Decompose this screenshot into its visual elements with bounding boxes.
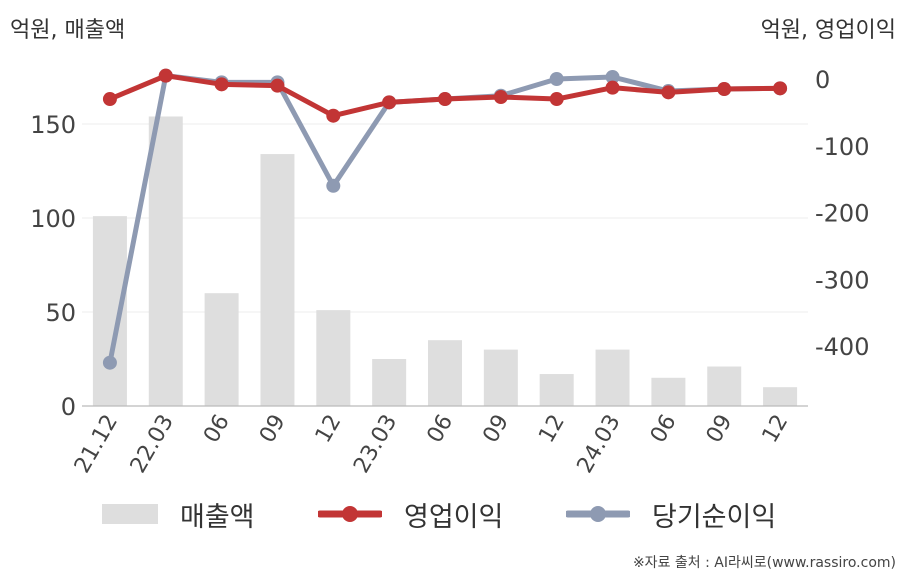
right-axis-unit: 억원, 영업이익 bbox=[760, 18, 896, 43]
x-tick-label: 12 bbox=[311, 411, 347, 448]
left-tick-label: 0 bbox=[61, 393, 76, 421]
right-tick-label: -400 bbox=[815, 333, 869, 361]
legend-swatch-operating-line bbox=[318, 506, 382, 522]
point-operating-profit bbox=[382, 95, 397, 110]
point-operating-profit bbox=[158, 68, 173, 83]
point-operating-profit bbox=[717, 82, 732, 97]
left-tick-label: 100 bbox=[30, 205, 76, 233]
left-axis-ticks: 0 50 100 150 bbox=[30, 111, 76, 421]
x-tick-label: 23.03 bbox=[349, 411, 402, 478]
point-net-income bbox=[102, 355, 117, 370]
x-tick-label: 06 bbox=[646, 411, 682, 448]
legend-item-operating-profit: 영업이익 bbox=[318, 494, 503, 534]
bar-series bbox=[92, 116, 798, 406]
legend-swatch-net-line bbox=[566, 506, 630, 522]
x-tick-label: 12 bbox=[758, 411, 794, 448]
bar-revenue bbox=[483, 349, 518, 406]
right-tick-label: -200 bbox=[815, 200, 869, 228]
bar-revenue bbox=[316, 310, 351, 406]
point-operating-profit bbox=[438, 92, 452, 107]
x-tick-label: 09 bbox=[702, 411, 738, 448]
legend-label-operating-profit: 영업이익 bbox=[404, 501, 504, 533]
x-tick-label: 22.03 bbox=[126, 411, 179, 478]
bar-revenue bbox=[148, 116, 183, 406]
line-series bbox=[102, 68, 788, 370]
grid-lines bbox=[82, 123, 808, 313]
legend-swatch-bar bbox=[102, 504, 158, 524]
legend-item-net-income: 당기순이익 bbox=[566, 494, 776, 534]
right-tick-label: -300 bbox=[815, 266, 869, 294]
point-operating-profit bbox=[270, 78, 285, 93]
point-operating-profit bbox=[102, 92, 117, 107]
legend-label-revenue: 매출액 bbox=[180, 501, 255, 533]
point-net-income bbox=[549, 72, 564, 86]
x-tick-label: 09 bbox=[255, 411, 291, 448]
bar-revenue bbox=[372, 359, 407, 406]
bar-revenue bbox=[651, 377, 686, 406]
legend: 매출액 영업이익 당기순이익 bbox=[0, 494, 908, 534]
bar-revenue bbox=[595, 349, 630, 406]
x-tick-label: 24.03 bbox=[573, 411, 626, 478]
bar-revenue bbox=[763, 387, 798, 406]
legend-label-net-income: 당기순이익 bbox=[652, 501, 777, 533]
right-tick-label: -100 bbox=[815, 133, 869, 161]
point-operating-profit bbox=[605, 80, 620, 95]
point-operating-profit bbox=[661, 85, 676, 100]
right-axis-ticks: 0 -100 -200 -300 -400 bbox=[815, 66, 869, 361]
point-operating-profit bbox=[493, 90, 508, 105]
left-tick-label: 50 bbox=[45, 299, 76, 327]
right-tick-label: 0 bbox=[815, 66, 830, 94]
point-net-income bbox=[326, 178, 341, 193]
bar-revenue bbox=[539, 374, 574, 406]
x-tick-label: 21.12 bbox=[70, 411, 123, 478]
bar-revenue bbox=[204, 293, 239, 406]
point-operating-profit bbox=[326, 108, 341, 123]
x-axis-ticks: 21.12 22.03 06 09 12 23.03 06 09 12 24.03 06 09 12 bbox=[70, 411, 793, 478]
left-axis-unit: 억원, 매출액 bbox=[10, 18, 126, 43]
bar-revenue bbox=[707, 366, 742, 406]
bar-revenue bbox=[260, 154, 295, 406]
source-note: ※자료 출처 : AI라씨로(www.rassiro.com) bbox=[632, 555, 896, 571]
x-tick-label: 06 bbox=[423, 411, 459, 448]
point-operating-profit bbox=[214, 77, 229, 92]
left-tick-label: 150 bbox=[30, 111, 76, 139]
x-tick-label: 09 bbox=[478, 411, 514, 448]
bar-revenue bbox=[428, 340, 462, 406]
x-tick-label: 12 bbox=[534, 411, 570, 448]
combo-chart: 0 50 100 150 0 -100 -200 -300 -400 21.12 22.03 06… bbox=[30, 66, 869, 478]
x-tick-label: 06 bbox=[199, 411, 235, 448]
point-operating-profit bbox=[549, 92, 564, 107]
point-net-income bbox=[605, 69, 620, 84]
legend-item-revenue: 매출액 bbox=[102, 494, 255, 534]
point-operating-profit bbox=[773, 81, 788, 96]
